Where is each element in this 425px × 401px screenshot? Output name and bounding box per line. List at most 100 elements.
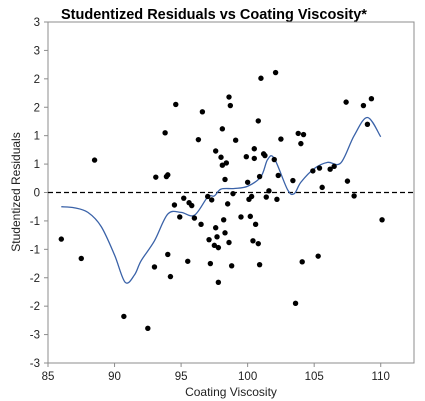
data-point [189,202,195,209]
data-point [262,152,268,159]
y-tick-label: -1 [30,216,40,228]
data-point [223,160,230,166]
data-point [91,157,98,163]
data-point [278,136,284,142]
data-point [238,214,244,220]
data-point [167,273,174,280]
data-point [298,140,304,147]
x-tick-label: 85 [42,371,55,383]
y-tick-label: -3 [30,330,40,342]
data-point [290,177,296,184]
data-point [316,165,323,171]
data-point [258,75,264,81]
data-point [256,261,263,268]
data-point [151,264,158,270]
data-point [292,300,299,307]
data-point [315,253,321,259]
data-point [162,130,168,136]
data-point [230,190,236,197]
data-point [252,221,259,228]
data-point [299,259,305,265]
data-point [300,131,307,138]
data-point [255,118,261,124]
data-point [228,263,235,269]
data-point [212,148,219,154]
data-point [206,236,212,243]
x-axis: 85 90 95 100 105 110 [42,363,390,383]
y-axis: 3 3 2 2 1 1 0 -1 -1 -2 -2 -3 -3 [30,17,48,370]
data-point [219,126,226,132]
y-tick-label: 2 [34,102,40,114]
data-point [165,172,171,178]
data-point [344,178,351,184]
data-point [145,325,151,332]
data-point [219,162,226,168]
data-point [266,188,272,194]
chart-title: Studentized Residuals vs Coating Viscosi… [61,7,367,23]
data-point [251,155,257,162]
data-point [212,225,219,231]
data-point [195,136,202,143]
data-point [218,154,224,160]
y-tick-label: 3 [34,45,40,57]
y-tick-label: 0 [34,188,40,200]
data-point [255,240,261,247]
data-point [272,69,279,76]
data-point [227,102,234,109]
data-point [232,137,239,143]
y-tick-label: -3 [30,358,40,370]
data-point [244,179,251,185]
data-point [211,242,218,249]
data-point [275,172,281,179]
y-tick-label: 1 [34,131,40,143]
data-point [78,255,84,262]
data-point [153,174,159,180]
x-tick-label: 110 [372,371,390,383]
data-point [319,184,325,191]
data-point [177,214,183,220]
data-point [224,201,231,207]
x-axis-label: Coating Viscosity [185,385,277,399]
y-tick-label: -2 [30,301,40,313]
data-point [251,146,257,152]
y-tick-label: 2 [34,74,40,86]
x-tick-label: 95 [175,371,188,383]
x-tick-label: 105 [305,371,324,383]
data-point [368,96,375,102]
data-point [274,196,280,203]
data-point [173,101,179,108]
data-point [205,193,211,200]
data-point [185,258,191,264]
data-point [214,234,220,240]
data-point [364,121,371,128]
x-tick-label: 90 [108,371,121,383]
data-point [327,166,333,172]
data-point [215,244,222,251]
data-point [360,102,367,109]
data-point [379,217,385,223]
data-points [58,69,385,332]
data-point [226,94,232,100]
data-point [198,221,204,228]
data-point [181,195,187,201]
data-point [171,202,178,208]
data-point [209,197,215,203]
data-point [199,109,206,115]
y-tick-label: 1 [34,159,40,171]
data-point [250,238,256,244]
y-tick-label: -2 [30,273,40,285]
data-point [121,313,127,320]
y-tick-label: -1 [30,244,40,256]
data-point [271,156,277,163]
data-point [351,193,357,199]
data-point [263,194,269,200]
data-point [222,176,228,183]
data-point [295,130,301,137]
y-tick-label: 3 [34,17,40,29]
y-axis-label: Studentized Residuals [9,132,23,251]
data-point [222,230,228,236]
data-point [310,168,316,174]
data-point [191,215,198,221]
x-tick-label: 100 [238,371,257,383]
